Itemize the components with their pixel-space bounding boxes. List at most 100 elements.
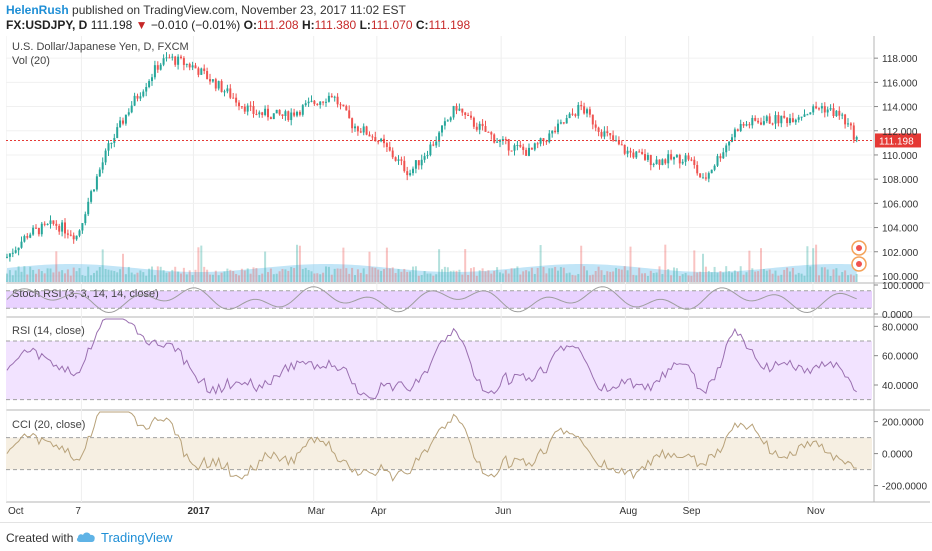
volume-bar bbox=[406, 271, 409, 282]
candle-body bbox=[594, 124, 597, 128]
candle-body bbox=[470, 115, 472, 118]
ohlc-line: FX:USDJPY, D 111.198 ▼ −0.010 (−0.01%) O… bbox=[6, 18, 470, 32]
volume-bar bbox=[620, 269, 623, 282]
candle-body bbox=[539, 138, 542, 144]
chart-area[interactable]: U.S. Dollar/Japanese Yen, D, FXCM Vol (2… bbox=[5, 36, 930, 517]
candle-body bbox=[417, 160, 420, 166]
candle-body bbox=[43, 223, 46, 225]
event-marker-icon[interactable] bbox=[851, 256, 867, 272]
volume-bar bbox=[760, 248, 762, 282]
volume-bar bbox=[64, 273, 66, 282]
volume-bar bbox=[649, 270, 652, 282]
volume-bar bbox=[516, 266, 519, 282]
candle-body bbox=[180, 56, 182, 59]
volume-bar bbox=[11, 275, 14, 282]
low-label: L: bbox=[359, 18, 371, 32]
volume-bar bbox=[464, 249, 467, 282]
tradingview-brand-link[interactable]: TradingView bbox=[101, 530, 173, 545]
price-axis-tick-label: 102.000 bbox=[882, 248, 919, 259]
candle-body bbox=[296, 111, 298, 116]
candle-body bbox=[499, 140, 501, 142]
candle-body bbox=[40, 223, 43, 235]
volume-bar bbox=[696, 272, 699, 282]
volume-bar bbox=[847, 275, 849, 282]
candle-body bbox=[110, 142, 113, 144]
volume-bar bbox=[29, 266, 32, 282]
stoch-rsi-pane[interactable]: Stoch RSI (3, 3, 14, 14, close) 0.0000 10… bbox=[6, 281, 924, 321]
volume-bar bbox=[232, 271, 235, 282]
candle-body bbox=[545, 141, 548, 143]
candle-body bbox=[214, 79, 217, 89]
volume-bar bbox=[762, 269, 765, 282]
candle-body bbox=[789, 118, 791, 124]
candle-body bbox=[441, 125, 443, 133]
candle-body bbox=[649, 154, 652, 165]
candle-body bbox=[380, 138, 383, 142]
candle-body bbox=[783, 115, 786, 118]
volume-bar bbox=[615, 267, 617, 282]
candle-body bbox=[554, 130, 557, 133]
volume-bar bbox=[81, 275, 84, 282]
volume-bar bbox=[269, 268, 272, 282]
candle-body bbox=[229, 88, 232, 98]
volume-bar bbox=[307, 270, 310, 282]
volume-bar bbox=[693, 250, 696, 282]
symbol-label: FX:USDJPY, D bbox=[6, 18, 88, 32]
time-axis[interactable]: Oct 7 2017 Mar Apr Jun Aug Sep Nov bbox=[8, 506, 825, 517]
volume-bar bbox=[539, 245, 542, 282]
volume-bar bbox=[78, 268, 81, 282]
chart-svg[interactable]: U.S. Dollar/Japanese Yen, D, FXCM Vol (2… bbox=[5, 36, 930, 517]
volume-bar bbox=[733, 270, 736, 282]
volume-bar bbox=[316, 273, 319, 282]
volume-bar bbox=[751, 268, 754, 282]
candle-body bbox=[58, 225, 61, 232]
candle-body bbox=[84, 214, 87, 224]
candle-body bbox=[565, 118, 568, 124]
candle-body bbox=[452, 105, 455, 118]
candle-body bbox=[600, 131, 603, 137]
volume-bar bbox=[519, 274, 522, 282]
candle-body bbox=[209, 79, 211, 82]
volume-bar bbox=[32, 269, 35, 282]
candle-body bbox=[754, 117, 757, 121]
candle-body bbox=[87, 201, 90, 215]
volume-bar bbox=[461, 274, 464, 282]
price-pane[interactable]: U.S. Dollar/Japanese Yen, D, FXCM Vol (2… bbox=[6, 41, 921, 283]
volume-bar bbox=[687, 275, 690, 282]
volume-bar bbox=[557, 270, 559, 282]
candle-body bbox=[287, 111, 290, 121]
volume-bar bbox=[429, 273, 432, 282]
author-link[interactable]: HelenRush bbox=[6, 3, 69, 17]
volume-bar bbox=[412, 266, 414, 282]
volume-bar bbox=[702, 253, 704, 282]
volume-bar bbox=[545, 273, 548, 282]
candle-body bbox=[52, 220, 55, 224]
candle-body bbox=[849, 123, 852, 126]
oscillator-line bbox=[6, 411, 857, 482]
volume-bar bbox=[101, 249, 104, 282]
candle-body bbox=[725, 145, 728, 153]
event-marker-icon[interactable] bbox=[851, 240, 867, 256]
volume-bar bbox=[504, 270, 507, 282]
candle-body bbox=[101, 162, 104, 170]
volume-bar bbox=[197, 247, 200, 282]
candle-body bbox=[557, 123, 559, 133]
candle-body bbox=[252, 105, 255, 114]
candle-body bbox=[342, 104, 345, 107]
volume-bar bbox=[17, 266, 20, 282]
time-axis-label: Oct bbox=[8, 506, 24, 516]
candle-body bbox=[620, 144, 623, 146]
volume-bar bbox=[426, 273, 429, 282]
candle-body bbox=[310, 100, 313, 102]
volume-bar bbox=[493, 270, 496, 282]
rsi-pane[interactable]: RSI (14, close) 40.0000 60.0000 80.0000 bbox=[6, 318, 919, 401]
volume-bar bbox=[35, 273, 37, 282]
cci-pane[interactable]: CCI (20, close) -200.0000 0.0000 200.0000 bbox=[6, 411, 927, 493]
volume-bar bbox=[670, 275, 673, 282]
volume-bar bbox=[296, 244, 298, 282]
candle-body bbox=[481, 123, 484, 127]
volume-bar bbox=[75, 271, 78, 282]
candle-body bbox=[293, 112, 296, 116]
volume-bar bbox=[365, 274, 368, 282]
candle-body bbox=[345, 106, 348, 111]
